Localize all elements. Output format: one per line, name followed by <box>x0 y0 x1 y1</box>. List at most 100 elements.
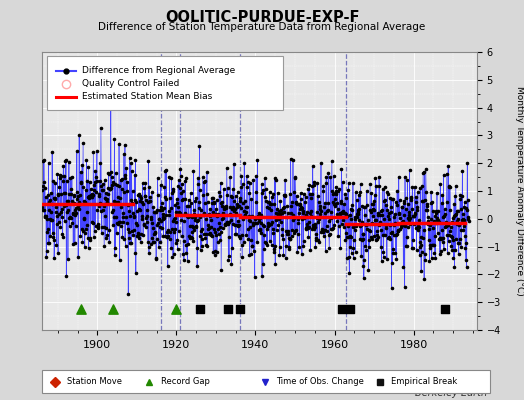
Point <box>444 238 453 244</box>
Point <box>208 195 216 201</box>
Point <box>256 226 265 233</box>
Point <box>307 194 315 201</box>
Point <box>49 178 57 184</box>
Point <box>149 224 157 231</box>
Point <box>100 202 108 209</box>
Point <box>138 180 147 186</box>
Point <box>142 224 150 231</box>
Point <box>121 141 129 148</box>
Point <box>392 231 401 237</box>
Point <box>252 189 260 196</box>
Point <box>392 232 400 238</box>
Point <box>262 239 270 246</box>
Point <box>378 207 387 213</box>
Point <box>209 248 217 255</box>
Point <box>221 220 229 227</box>
Point <box>162 212 170 218</box>
Point <box>325 230 334 237</box>
Point <box>285 246 293 252</box>
Point <box>314 219 323 225</box>
Point <box>258 273 266 280</box>
Point <box>439 172 447 178</box>
Point <box>271 210 280 216</box>
Point <box>342 230 350 236</box>
Point <box>207 224 215 231</box>
Point <box>315 206 324 212</box>
Point <box>107 184 115 191</box>
Point <box>281 255 290 262</box>
Point <box>40 213 49 220</box>
Point <box>119 218 127 225</box>
Point <box>110 214 118 220</box>
Point <box>209 209 217 216</box>
Point <box>253 220 261 226</box>
Point <box>318 226 326 232</box>
Point <box>244 236 253 243</box>
Point <box>73 148 81 154</box>
Point <box>287 156 295 162</box>
Point <box>329 191 337 197</box>
Point <box>135 206 143 212</box>
Point <box>204 226 212 232</box>
Point <box>62 273 71 280</box>
Point <box>75 192 84 198</box>
Point <box>42 216 51 222</box>
Point <box>201 200 209 206</box>
Point <box>269 191 277 197</box>
Point <box>218 216 226 222</box>
Point <box>257 220 266 226</box>
Point <box>175 209 183 215</box>
Point <box>62 157 70 163</box>
Point <box>152 255 160 261</box>
Point <box>409 213 417 220</box>
Point <box>209 195 217 201</box>
Point <box>346 306 355 312</box>
Point <box>216 200 225 206</box>
Point <box>373 236 381 242</box>
Point <box>241 212 249 218</box>
Point <box>96 200 104 206</box>
Point <box>124 290 133 297</box>
Point <box>352 249 360 255</box>
Point <box>447 234 456 241</box>
Point <box>52 242 61 248</box>
Point <box>344 186 352 193</box>
Point <box>441 210 449 217</box>
Point <box>374 210 382 216</box>
Point <box>64 190 73 197</box>
Point <box>453 221 461 228</box>
Point <box>290 175 299 181</box>
Point <box>122 165 130 172</box>
Point <box>333 200 341 206</box>
Point <box>119 151 128 158</box>
Point <box>45 240 53 246</box>
Point <box>226 174 234 180</box>
Point <box>443 232 451 238</box>
Point <box>112 170 120 176</box>
Point <box>413 189 422 196</box>
Point <box>361 212 369 218</box>
Point <box>168 189 176 196</box>
Point <box>463 160 472 166</box>
Point <box>385 233 394 240</box>
Point <box>77 306 85 312</box>
Point <box>428 199 436 205</box>
Point <box>302 212 310 218</box>
Point <box>132 270 140 276</box>
Point <box>68 220 77 226</box>
Point <box>125 235 134 241</box>
Point <box>316 208 325 214</box>
Point <box>299 243 308 249</box>
Point <box>95 193 103 199</box>
Point <box>370 233 378 240</box>
Point <box>455 240 464 246</box>
Point <box>81 230 90 236</box>
Point <box>80 214 89 221</box>
Point <box>421 256 429 263</box>
Point <box>319 183 328 189</box>
Point <box>445 183 453 190</box>
Point <box>321 200 329 206</box>
Point <box>359 231 368 238</box>
Point <box>454 240 462 247</box>
Point <box>390 210 399 217</box>
